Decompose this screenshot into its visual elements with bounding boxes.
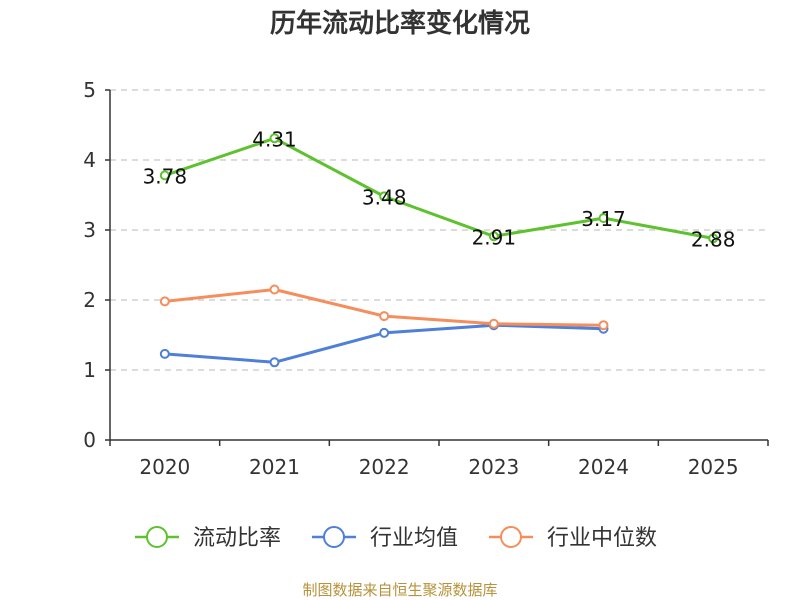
legend-label: 流动比率 — [193, 526, 281, 551]
data-point — [379, 311, 390, 322]
x-tick-label: 2025 — [688, 455, 739, 479]
data-point — [598, 320, 609, 331]
legend-item[interactable]: 行业均值 — [312, 526, 458, 551]
x-tick-label: 2023 — [468, 455, 519, 479]
legend-label: 行业中位数 — [547, 526, 657, 551]
data-label: 3.48 — [362, 185, 407, 209]
data-point — [269, 284, 280, 295]
data-labels: 3.78 4.31 3.48 2.91 3.17 2.88 — [143, 127, 736, 251]
series-line-1 — [164, 136, 714, 240]
data-point — [708, 233, 719, 244]
legend: 流动比率 行业均值 行业中位数 — [135, 526, 657, 551]
data-point — [159, 348, 170, 359]
data-label: 4.31 — [252, 127, 297, 151]
legend-marker — [146, 526, 168, 548]
data-label: 3.17 — [581, 207, 626, 231]
data-point — [379, 327, 390, 338]
data-point — [159, 296, 170, 307]
x-tick-label: 2022 — [359, 455, 410, 479]
x-tick-label: 2024 — [578, 455, 629, 479]
data-point — [159, 170, 170, 181]
data-point — [269, 133, 280, 144]
y-tick-label: 4 — [83, 148, 96, 172]
source-note: 制图数据来自恒生聚源数据库 — [302, 581, 497, 599]
x-tick-label: 2021 — [249, 455, 300, 479]
data-point — [269, 357, 280, 368]
y-tick-label: 2 — [83, 288, 96, 312]
data-point — [488, 318, 499, 329]
y-tick-label: 0 — [83, 428, 96, 452]
data-label: 2.91 — [472, 225, 517, 249]
data-label: 2.88 — [691, 227, 736, 251]
legend-item[interactable]: 流动比率 — [135, 526, 281, 551]
data-point — [488, 231, 499, 242]
axes: 0 1 2 3 4 5 2020 2021 2022 2023 2024 2025 — [83, 78, 769, 479]
y-tick-label: 5 — [83, 78, 96, 102]
y-tick-label: 3 — [83, 218, 96, 242]
data-point — [598, 213, 609, 224]
legend-label: 行业均值 — [370, 526, 458, 551]
y-tick-label: 1 — [83, 358, 96, 382]
x-tick-label: 2020 — [139, 455, 190, 479]
legend-item[interactable]: 行业中位数 — [489, 526, 657, 551]
data-label: 3.78 — [143, 164, 188, 188]
legend-marker — [500, 526, 522, 548]
chart-title: 历年流动比率变化情况 — [270, 8, 530, 39]
data-point — [379, 191, 390, 202]
series-layer — [159, 133, 719, 368]
legend-marker — [323, 526, 345, 548]
